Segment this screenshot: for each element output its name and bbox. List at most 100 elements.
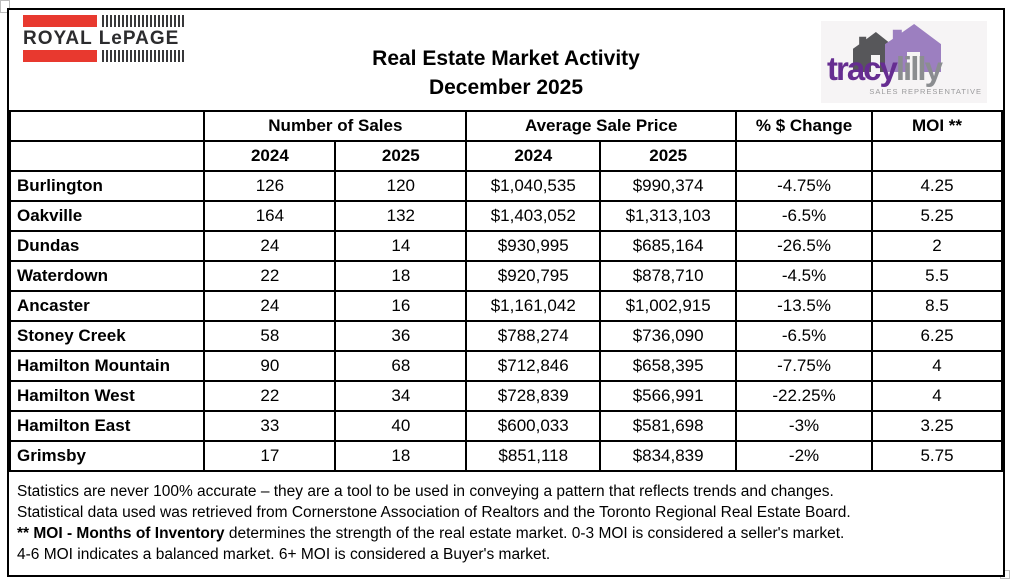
- brand-name: ROYAL LePAGE: [23, 28, 180, 49]
- price-2025-cell: $736,090: [599, 320, 738, 352]
- region-cell: Oakville: [8, 200, 206, 232]
- change-cell: -6.5%: [735, 320, 873, 352]
- moi-cell: 5.25: [870, 200, 1004, 232]
- price-2024-cell: $930,995: [465, 230, 602, 262]
- sales-2024-cell: 33: [203, 410, 337, 442]
- agent-first-name: tracy: [827, 50, 898, 87]
- price-2025-cell: $834,839: [599, 440, 738, 472]
- agent-name: tracylilly: [827, 49, 943, 89]
- moi-cell: 5.75: [870, 440, 1004, 472]
- table-row: Hamilton Mountain 90 68 $712,846 $658,39…: [8, 350, 1004, 382]
- table-row: Dundas 24 14 $930,995 $685,164 -26.5% 2: [8, 230, 1004, 262]
- sales-2025-cell: 18: [334, 440, 468, 472]
- price-2024-cell: $1,403,052: [465, 200, 602, 232]
- table-row: Hamilton West 22 34 $728,839 $566,991 -2…: [8, 380, 1004, 412]
- table-row: Waterdown 22 18 $920,795 $878,710 -4.5% …: [8, 260, 1004, 292]
- price-2024-cell: $1,161,042: [465, 290, 602, 322]
- table-row: Stoney Creek 58 36 $788,274 $736,090 -6.…: [8, 320, 1004, 352]
- price-2024-cell: $712,846: [465, 350, 602, 382]
- barcode-stripes-icon: [102, 50, 185, 62]
- footnote-line: Statistical data used was retrieved from…: [17, 504, 851, 521]
- year-header-price-2025: 2025: [599, 140, 738, 172]
- report-period: December 2025: [428, 76, 584, 99]
- header-band: ROYAL LePAGE Real Estate Market Activity…: [9, 10, 1003, 110]
- sales-2024-cell: 58: [203, 320, 337, 352]
- tracy-lilly-logo: tracylilly SALES REPRESENTATIVE: [821, 21, 987, 103]
- year-header-blank: [735, 140, 873, 172]
- sales-2024-cell: 24: [203, 230, 337, 262]
- logo-bar-bottom: [23, 50, 185, 62]
- year-header-blank: [8, 140, 206, 172]
- price-2025-cell: $566,991: [599, 380, 738, 412]
- header-moi: MOI **: [870, 110, 1004, 142]
- year-header-sales-2025: 2025: [334, 140, 468, 172]
- price-2024-cell: $600,033: [465, 410, 602, 442]
- footnote-moi-term: ** MOI - Months of Inventory: [17, 525, 225, 542]
- change-cell: -13.5%: [735, 290, 873, 322]
- price-2024-cell: $788,274: [465, 320, 602, 352]
- sales-2024-cell: 126: [203, 170, 337, 202]
- sales-2025-cell: 34: [334, 380, 468, 412]
- sales-2024-cell: 22: [203, 380, 337, 412]
- table-row: Ancaster 24 16 $1,161,042 $1,002,915 -13…: [8, 290, 1004, 322]
- price-2024-cell: $920,795: [465, 260, 602, 292]
- footnote-line: 4-6 MOI indicates a balanced market. 6+ …: [17, 546, 551, 563]
- corner-handle-icon: [0, 0, 10, 13]
- region-cell: Burlington: [8, 170, 206, 202]
- page-title: Real Estate Market Activity December 202…: [209, 44, 803, 102]
- footnote-line: ** MOI - Months of Inventory determines …: [17, 523, 995, 544]
- report-title: Real Estate Market Activity: [372, 47, 640, 70]
- sales-2024-cell: 22: [203, 260, 337, 292]
- region-cell: Stoney Creek: [8, 320, 206, 352]
- sales-2025-cell: 132: [334, 200, 468, 232]
- barcode-stripes-icon: [102, 15, 185, 27]
- moi-cell: 4: [870, 350, 1004, 382]
- change-cell: -26.5%: [735, 230, 873, 262]
- moi-cell: 5.5: [870, 260, 1004, 292]
- moi-cell: 4: [870, 380, 1004, 412]
- footnote-moi-definition: determines the strength of the real esta…: [224, 525, 845, 542]
- footnotes: Statistics are never 100% accurate – the…: [9, 472, 1003, 575]
- price-2025-cell: $1,313,103: [599, 200, 738, 232]
- moi-cell: 3.25: [870, 410, 1004, 442]
- red-bar-icon: [23, 15, 97, 27]
- region-cell: Grimsby: [8, 440, 206, 472]
- table-row: Oakville 164 132 $1,403,052 $1,313,103 -…: [8, 200, 1004, 232]
- region-cell: Hamilton West: [8, 380, 206, 412]
- region-cell: Ancaster: [8, 290, 206, 322]
- sales-2025-cell: 120: [334, 170, 468, 202]
- sales-2025-cell: 18: [334, 260, 468, 292]
- table-row: Burlington 126 120 $1,040,535 $990,374 -…: [8, 170, 1004, 202]
- sales-2025-cell: 16: [334, 290, 468, 322]
- footnote-line: Statistics are never 100% accurate – the…: [17, 483, 834, 500]
- region-cell: Hamilton East: [8, 410, 206, 442]
- change-cell: -22.25%: [735, 380, 873, 412]
- region-cell: Hamilton Mountain: [8, 350, 206, 382]
- header-change: % $ Change: [735, 110, 873, 142]
- price-2024-cell: $1,040,535: [465, 170, 602, 202]
- group-header-price: Average Sale Price: [465, 110, 738, 142]
- price-2025-cell: $581,698: [599, 410, 738, 442]
- year-header-row: 2024 2025 2024 2025: [8, 140, 1004, 172]
- year-header-blank: [870, 140, 1004, 172]
- logo-bar-top: [23, 15, 185, 27]
- table-row: Hamilton East 33 40 $600,033 $581,698 -3…: [8, 410, 1004, 442]
- sales-2025-cell: 14: [334, 230, 468, 262]
- moi-cell: 6.25: [870, 320, 1004, 352]
- region-cell: Dundas: [8, 230, 206, 262]
- sales-2024-cell: 17: [203, 440, 337, 472]
- sales-2025-cell: 68: [334, 350, 468, 382]
- price-2024-cell: $851,118: [465, 440, 602, 472]
- price-2024-cell: $728,839: [465, 380, 602, 412]
- price-2025-cell: $990,374: [599, 170, 738, 202]
- year-header-sales-2024: 2024: [203, 140, 337, 172]
- price-2025-cell: $1,002,915: [599, 290, 738, 322]
- change-cell: -3%: [735, 410, 873, 442]
- sales-2024-cell: 90: [203, 350, 337, 382]
- sales-2024-cell: 24: [203, 290, 337, 322]
- price-2025-cell: $658,395: [599, 350, 738, 382]
- change-cell: -2%: [735, 440, 873, 472]
- table-row: Grimsby 17 18 $851,118 $834,839 -2% 5.75: [8, 440, 1004, 472]
- moi-cell: 8.5: [870, 290, 1004, 322]
